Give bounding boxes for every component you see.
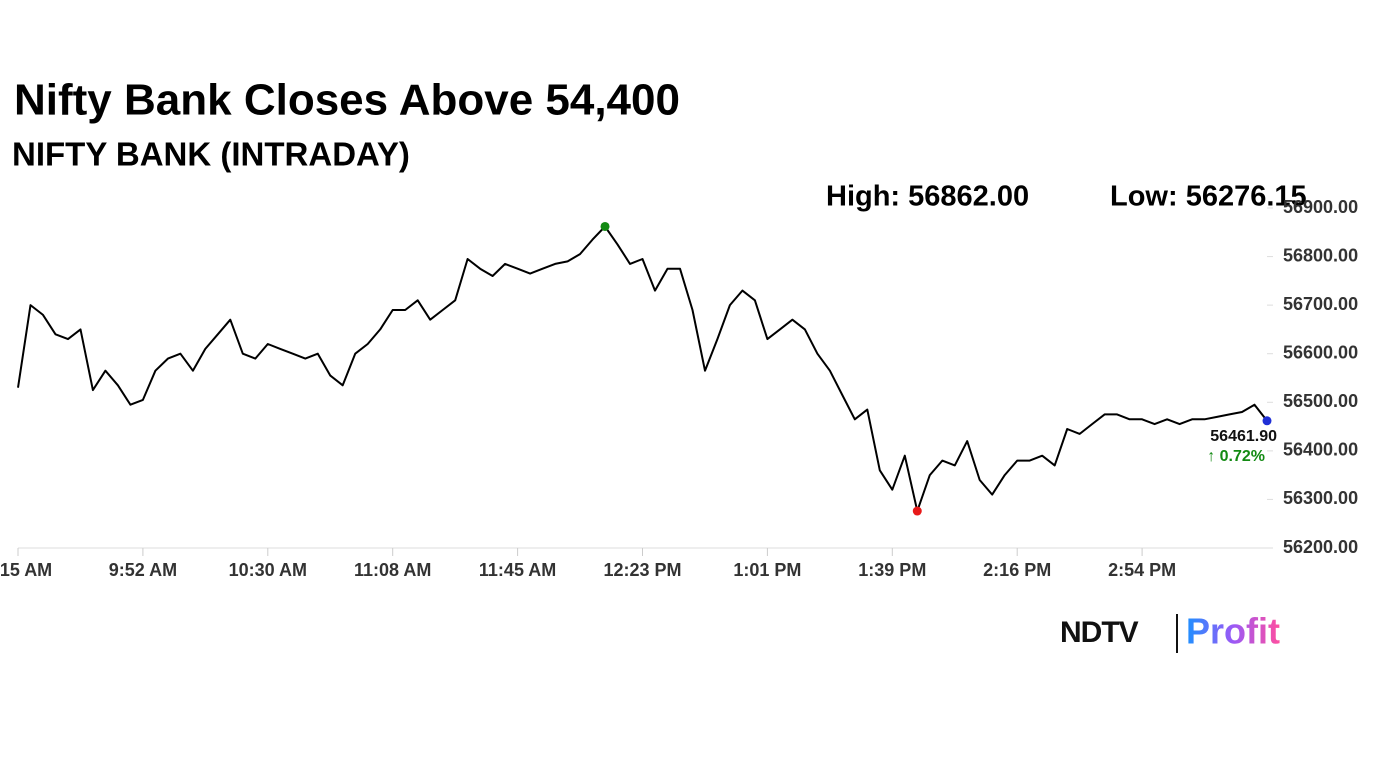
x-tick-label: 1:01 PM: [733, 560, 801, 580]
x-tick-label: 2:54 PM: [1108, 560, 1176, 580]
x-tick-label: 12:23 PM: [603, 560, 681, 580]
y-tick-label: 56700.00: [1283, 294, 1358, 314]
logo-ndtv: NDTV: [1060, 616, 1139, 649]
x-tick-label: 2:16 PM: [983, 560, 1051, 580]
logo: NDTV Profit: [1060, 611, 1280, 653]
y-tick-label: 56400.00: [1283, 440, 1358, 460]
y-tick-label: 56300.00: [1283, 488, 1358, 508]
y-tick-label: 56500.00: [1283, 391, 1358, 411]
y-tick-label: 56900.00: [1283, 197, 1358, 217]
price-line: [17, 225, 1268, 512]
x-tick-label: 11:45 AM: [479, 560, 556, 580]
x-tick-label: 10:30 AM: [229, 560, 307, 580]
x-tick-label: 9:15 AM: [0, 560, 52, 580]
x-tick-label: 11:08 AM: [354, 560, 431, 580]
x-tick-label: 9:52 AM: [109, 560, 177, 580]
last-value-label: 56461.90: [1210, 428, 1277, 445]
y-tick-label: 56600.00: [1283, 342, 1358, 362]
y-tick-label: 56800.00: [1283, 245, 1358, 265]
y-tick-label: 56200.00: [1283, 537, 1358, 557]
logo-profit: Profit: [1186, 611, 1280, 652]
change-label: ↑ 0.72%: [1207, 448, 1265, 465]
chart-subtitle: NIFTY BANK (INTRADAY): [12, 136, 410, 173]
low-text: Low: 56276.15: [1110, 181, 1307, 213]
x-tick-label: 1:39 PM: [858, 560, 926, 580]
chart-title: Nifty Bank Closes Above 54,400: [14, 76, 680, 125]
high-marker: [600, 221, 610, 231]
last-marker: [1262, 416, 1272, 426]
high-text: High: 56862.00: [826, 181, 1029, 213]
low-marker: [912, 506, 922, 516]
